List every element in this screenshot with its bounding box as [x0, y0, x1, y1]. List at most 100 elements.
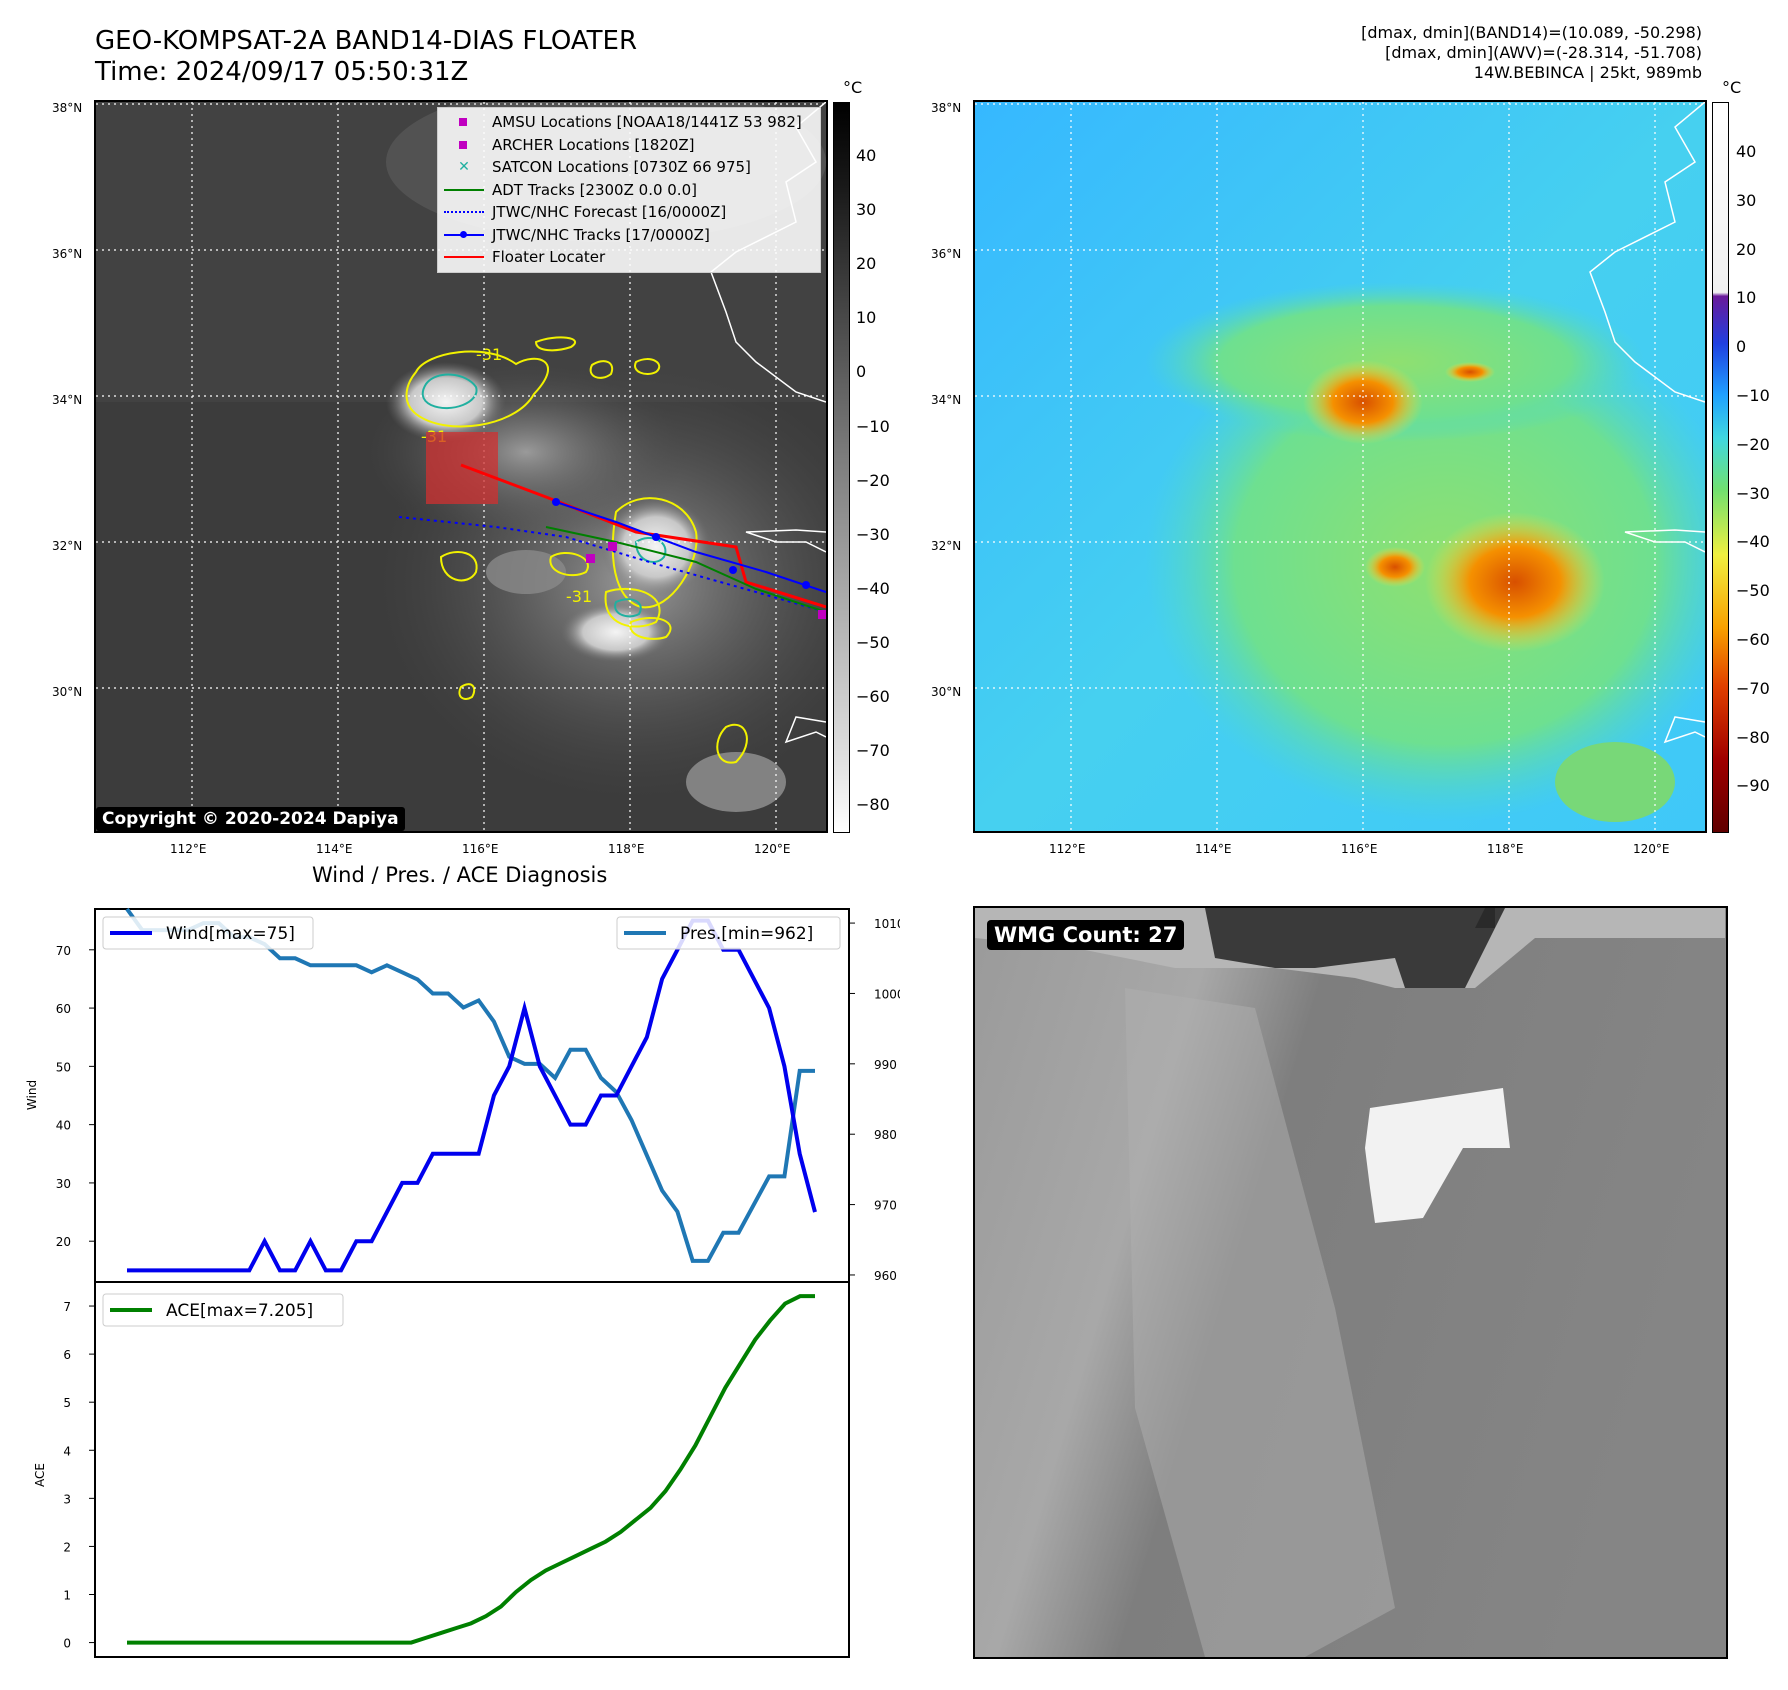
legend-entry-jtwc-tracks: JTWC/NHC Tracks [17/0000Z] — [438, 224, 820, 247]
ir-lon-tick: 112°E — [170, 842, 207, 856]
contour-label: -31 — [476, 345, 502, 364]
awv-lon-tick: 112°E — [1049, 842, 1086, 856]
awv-colorbar-tick: 20 — [1736, 239, 1757, 259]
awv-colorbar-tick: −40 — [1736, 532, 1770, 552]
legend-entry-floater: Floater Locater — [438, 246, 820, 269]
legend-entry-adt: ADT Tracks [2300Z 0.0 0.0] — [438, 179, 820, 202]
ir-lon-tick: 114°E — [316, 842, 353, 856]
legend-entry-jtwc-forecast: JTWC/NHC Forecast [16/0000Z] — [438, 201, 820, 224]
ir-contours-cold — [421, 373, 667, 618]
ir-colorbar-unit: °C — [843, 78, 863, 97]
wind-legend-box — [102, 916, 314, 950]
ir-colorbar-tick: −80 — [856, 795, 890, 815]
meta-band14-range: [dmax, dmin](BAND14)=(10.089, -50.298) — [1361, 23, 1702, 42]
ace-series-line — [127, 1294, 815, 1645]
ace-axis-tick-label: 0 — [63, 1637, 71, 1651]
wmg-panel: WMG Count: 27 — [973, 906, 1728, 1659]
ace-axis-tick-label: 5 — [63, 1396, 71, 1410]
ir-colorbar-tick: 0 — [856, 362, 867, 382]
awv-colorbar-tick: −20 — [1736, 434, 1770, 454]
awv-colorbar-tick: 10 — [1736, 288, 1757, 308]
awv-colorbar-tick: −70 — [1736, 678, 1770, 698]
pressure-axis-tick-label: 990 — [874, 1058, 897, 1072]
ace-axis-tick-label: 7 — [63, 1300, 71, 1314]
adt-track — [545, 526, 826, 613]
awv-colorbar-tick: −30 — [1736, 483, 1770, 503]
wind-axis-tick-label: 40 — [56, 1119, 71, 1133]
wind-axis-tick-label: 20 — [56, 1235, 71, 1249]
ir-lat-tick: 36°N — [52, 247, 83, 261]
ir-lon-tick: 116°E — [462, 842, 499, 856]
ace-axis-tick-label: 2 — [63, 1540, 71, 1554]
awv-colorbar-tick: 30 — [1736, 190, 1757, 210]
ace-axis-tick-label: 4 — [63, 1444, 71, 1458]
wmg-dark-region — [1205, 908, 1505, 988]
floater-track — [460, 463, 826, 609]
ace-axis-label: ACE — [33, 1463, 47, 1487]
wind-axis-tick-label: 60 — [56, 1002, 71, 1016]
pressure-axis-tick-label: 1010 — [874, 917, 900, 931]
legend-entry-satcon: ✕ SATCON Locations [0730Z 66 975] — [458, 158, 751, 177]
awv-lon-tick: 118°E — [1487, 842, 1524, 856]
ir-lat-tick: 32°N — [52, 539, 83, 553]
wind-axis-tick-label: 70 — [56, 944, 71, 958]
pressure-axis-tick-label: 1000 — [874, 987, 900, 1001]
diagnosis-chart: 70605040302010101000990980970960WindPres… — [25, 907, 900, 1658]
awv-colorbar-tick: 0 — [1736, 337, 1747, 357]
awv-lon-tick: 114°E — [1195, 842, 1232, 856]
legend-entry-archer: ARCHER Locations [1820Z] — [438, 134, 820, 157]
ir-lon-tick: 120°E — [754, 842, 791, 856]
ace-legend-label: ACE[max=7.205] — [166, 1301, 313, 1321]
awv-colorbar-tick: −90 — [1736, 776, 1770, 796]
contour-label: -31 — [566, 587, 592, 606]
pressure-axis-tick-label: 980 — [874, 1128, 897, 1142]
ir-colorbar-tick: −20 — [856, 470, 890, 490]
pressure-legend-box — [616, 916, 841, 950]
awv-colorbar-tick: −50 — [1736, 581, 1770, 601]
awv-map-image — [975, 102, 1705, 831]
ir-colorbar-tick: 10 — [856, 308, 877, 328]
awv-lat-tick: 34°N — [931, 393, 962, 407]
pressure-axis-tick-label: 970 — [874, 1199, 897, 1213]
diagnosis-title: Wind / Pres. / ACE Diagnosis — [312, 863, 608, 887]
pressure-series-line — [125, 907, 815, 1263]
figure-time: Time: 2024/09/17 05:50:31Z — [95, 57, 469, 87]
ir-lat-tick: 30°N — [52, 685, 83, 699]
ace-axes-frame — [94, 1281, 850, 1658]
floater-box — [426, 432, 498, 504]
copyright-badge: Copyright © 2020-2024 Dapiya — [96, 807, 405, 831]
awv-colorbar-tick: −10 — [1736, 386, 1770, 405]
awv-lon-tick: 120°E — [1633, 842, 1670, 856]
pressure-axis-tick-label: 960 — [874, 1269, 897, 1283]
awv-colorbar-unit: °C — [1722, 78, 1742, 97]
ir-lat-tick: 34°N — [52, 393, 83, 407]
awv-coastline — [1589, 102, 1705, 744]
awv-colorbar — [1712, 102, 1729, 833]
wmg-image — [975, 908, 1726, 1657]
ir-map-panel: -31 -31 -31 — [94, 100, 828, 833]
jtwc-forecast-track — [398, 516, 826, 613]
ace-axis-tick-label: 3 — [63, 1492, 71, 1506]
figure-title: GEO-KOMPSAT-2A BAND14-DIAS FLOATER — [95, 26, 638, 56]
wind-axis-label: Wind — [25, 1080, 39, 1110]
wind-pres-axes-frame — [94, 908, 850, 1283]
ir-colorbar-tick: −70 — [856, 741, 890, 761]
awv-lat-tick: 36°N — [931, 247, 962, 261]
wind-legend-label: Wind[max=75] — [166, 924, 295, 944]
wind-axis-tick-label: 30 — [56, 1177, 71, 1191]
ir-colorbar-tick: −50 — [856, 632, 890, 652]
ir-contours — [405, 336, 748, 764]
awv-map-panel — [973, 100, 1707, 833]
awv-lat-tick: 30°N — [931, 685, 962, 699]
jtwc-track-points — [552, 498, 810, 589]
wmg-count-badge: WMG Count: 27 — [987, 920, 1185, 950]
ir-colorbar-tick: −10 — [856, 416, 890, 436]
ir-colorbar — [833, 102, 850, 833]
awv-lat-tick: 32°N — [931, 539, 962, 553]
ace-axis-tick-label: 1 — [63, 1589, 71, 1603]
awv-lon-tick: 116°E — [1341, 842, 1378, 856]
meta-awv-range: [dmax, dmin](AWV)=(-28.314, -51.708) — [1385, 43, 1702, 62]
legend-entry-amsu: AMSU Locations [NOAA18/1441Z 53 982] — [438, 111, 820, 134]
ir-lon-tick: 118°E — [608, 842, 645, 856]
wmg-bright-cell — [1365, 1088, 1510, 1223]
